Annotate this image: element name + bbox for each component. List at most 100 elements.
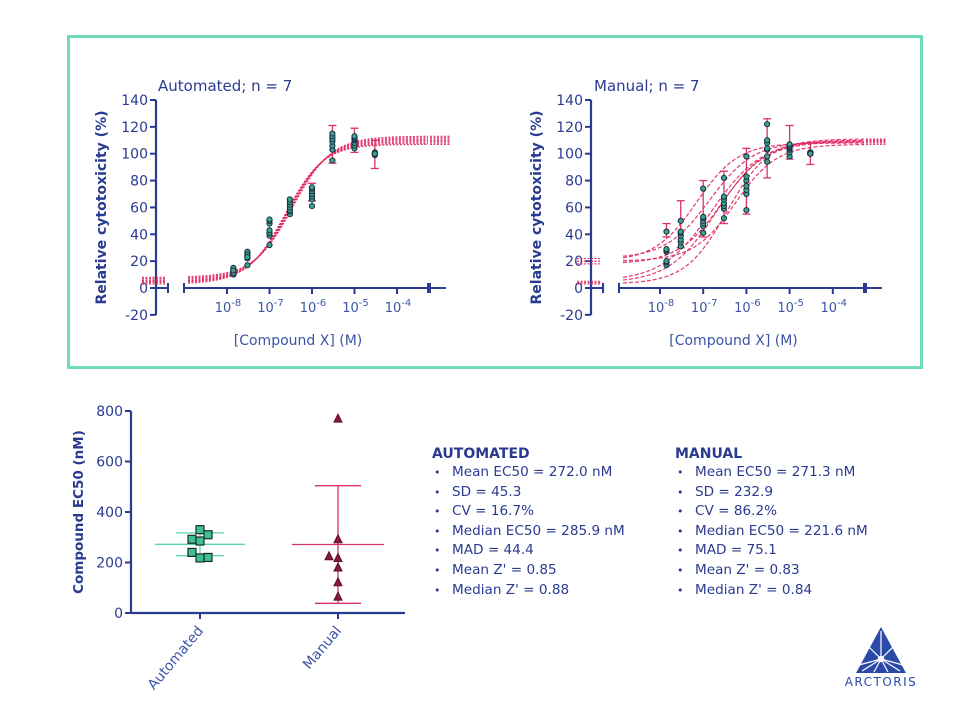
data-point <box>700 185 707 192</box>
manual-stats: MANUAL • Mean EC50 = 271.3 nM • SD = 232.9… <box>675 446 868 600</box>
y-tick-label: 60 <box>565 200 583 216</box>
automated-stats-heading: AUTOMATED <box>432 446 530 462</box>
fit-curve <box>187 139 428 282</box>
stat-text: Mean EC50 = 271.3 nM <box>695 464 856 480</box>
stat-item: • Median EC50 = 285.9 nM <box>432 522 625 542</box>
data-point <box>266 216 273 223</box>
y-tick-label: 100 <box>121 147 148 163</box>
data-point-triangle <box>333 590 343 601</box>
bullet-icon: • <box>677 485 684 499</box>
x-tick-base: 10 <box>821 301 838 316</box>
bullet-icon: • <box>677 544 684 558</box>
bullet-icon: • <box>677 524 684 538</box>
data-point-triangle <box>333 576 343 587</box>
y-tick-label: 80 <box>130 174 148 190</box>
chart-title: Automated; n = 7 <box>158 77 292 95</box>
x-tick-base: 10 <box>777 301 794 316</box>
chart-title: Manual; n = 7 <box>594 77 699 95</box>
stat-text: Mean EC50 = 272.0 nM <box>452 464 613 480</box>
automated-stats-list: • Mean EC50 = 272.0 nM • SD = 45.3 • CV = 1… <box>432 463 625 600</box>
stat-text: SD = 45.3 <box>452 483 522 500</box>
x-tick-exponent: -7 <box>274 298 284 309</box>
data-point <box>764 158 771 165</box>
y-tick-label: 100 <box>556 147 583 163</box>
x-tick-base: 10 <box>734 301 751 316</box>
x-tick-exponent: -7 <box>707 298 717 309</box>
dose-response-panel-frame <box>67 35 923 369</box>
fit-curve <box>187 141 428 283</box>
fit-curve <box>622 142 864 259</box>
stat-text: CV = 16.7% <box>452 503 535 520</box>
data-point <box>244 254 251 261</box>
stat-item: • CV = 16.7% <box>432 502 625 522</box>
stat-text: MAD = 44.4 <box>452 542 534 559</box>
y-tick-label: 0 <box>574 281 583 297</box>
data-point <box>700 213 707 220</box>
triangle-burst-icon <box>856 627 906 673</box>
stat-text: SD = 232.9 <box>695 483 774 500</box>
data-point <box>743 173 750 180</box>
stat-text: Mean Z' = 0.83 <box>695 561 800 578</box>
fit-curve <box>188 135 428 278</box>
y-tick-label: 60 <box>130 200 148 216</box>
y-axis-label: Relative cytotoxicity (%) <box>94 111 110 305</box>
data-point <box>286 196 293 203</box>
y-tick-label: 0 <box>114 606 123 622</box>
stat-item: • CV = 86.2% <box>675 502 868 522</box>
data-point-triangle <box>333 412 343 423</box>
data-point <box>308 202 316 210</box>
stat-text: CV = 86.2% <box>695 503 778 520</box>
fit-curve <box>622 139 864 264</box>
stat-item: • SD = 232.9 <box>675 483 868 503</box>
y-tick-label: 800 <box>96 404 123 420</box>
fit-curve <box>623 144 864 262</box>
stat-item: • Median Z' = 0.84 <box>675 581 868 601</box>
data-point <box>720 174 728 181</box>
bullet-icon: • <box>434 544 441 558</box>
data-point-square <box>187 534 197 544</box>
x-tick-base: 10 <box>215 301 232 316</box>
x-tick-base: 10 <box>257 301 274 316</box>
manual-stats-list: • Mean EC50 = 271.3 nM • SD = 232.9 • CV = … <box>675 463 868 600</box>
y-tick-label: 140 <box>556 93 583 109</box>
x-tick-label: 10-5 <box>342 298 369 316</box>
bullet-icon: • <box>434 583 441 597</box>
x-tick-base: 10 <box>300 301 317 316</box>
stat-item: • Median EC50 = 221.6 nM <box>675 522 868 542</box>
data-point <box>743 182 750 190</box>
x-tick-exponent: -4 <box>837 298 847 309</box>
data-point <box>329 130 336 137</box>
data-point <box>743 207 750 214</box>
data-point-triangle <box>333 552 343 562</box>
y-tick-label: 40 <box>130 227 148 243</box>
x-axis-label: [Compound X] (M) <box>234 333 362 349</box>
stat-text: Median Z' = 0.88 <box>452 581 570 598</box>
data-point <box>329 157 336 164</box>
data-point-square <box>195 553 205 563</box>
bullet-icon: • <box>434 563 441 577</box>
data-point-square <box>203 552 213 563</box>
data-point <box>700 229 707 237</box>
stat-item: • Mean EC50 = 271.3 nM <box>675 463 868 483</box>
fit-curve <box>622 141 864 257</box>
stat-text: Median EC50 = 221.6 nM <box>695 522 868 539</box>
y-tick-label: 200 <box>96 556 123 572</box>
automated-dose-response: Automated; n = 7 140 120 100 80 60 40 20 0 -20 Rel… <box>94 77 450 349</box>
x-tick-label: 10-4 <box>821 298 848 316</box>
manual-dose-response: Manual; n = 7 140 120 100 80 60 40 20 0 -20 Relati… <box>529 77 886 349</box>
stat-item: • MAD = 44.4 <box>432 541 625 561</box>
x-tick-exponent: -6 <box>751 298 761 309</box>
data-point <box>764 153 771 160</box>
x-tick-exponent: -6 <box>316 298 326 309</box>
fit-curve <box>187 142 428 284</box>
x-tick-base: 10 <box>342 301 359 316</box>
data-point <box>266 241 273 249</box>
x-tick-exponent: -5 <box>794 298 804 309</box>
y-tick-label: 20 <box>565 254 583 270</box>
y-tick-label: 120 <box>121 120 148 136</box>
data-point-triangle <box>333 561 343 572</box>
bullet-icon: • <box>434 466 441 479</box>
data-point <box>720 193 728 200</box>
y-tick-label: -20 <box>560 308 583 324</box>
